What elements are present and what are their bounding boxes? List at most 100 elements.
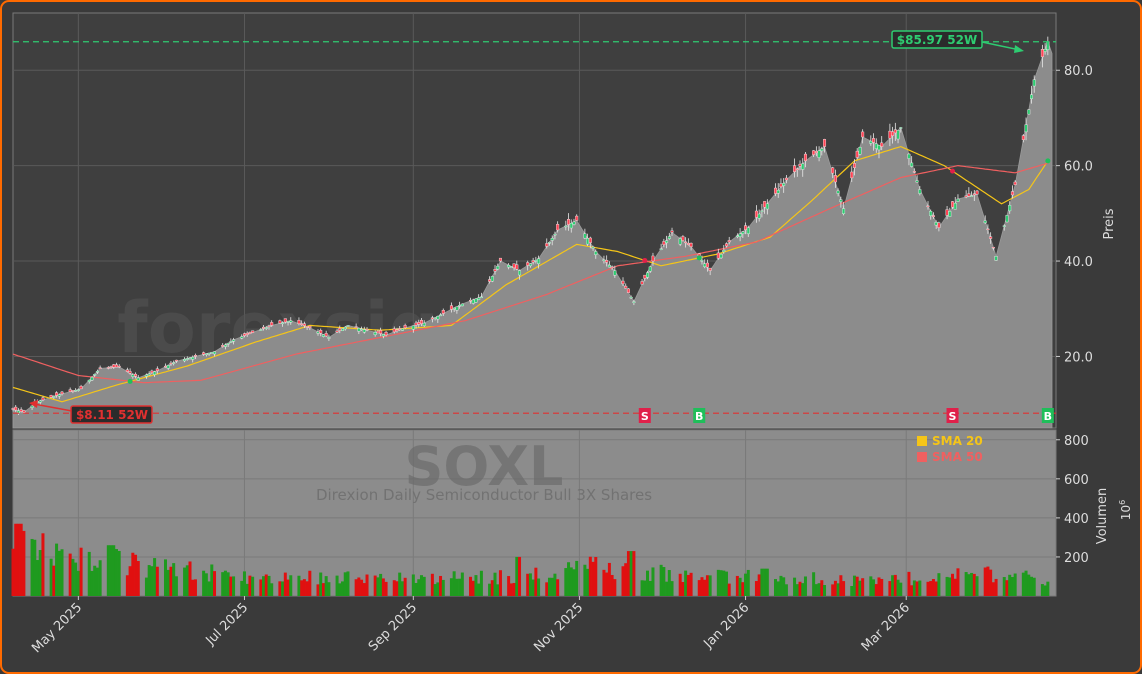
candle-body — [68, 389, 72, 392]
volume-bar — [626, 551, 630, 596]
candle-body — [850, 171, 854, 179]
volume-bar — [586, 568, 590, 596]
volume-bar — [33, 539, 37, 596]
volume-bar — [912, 580, 916, 596]
volume-bar — [662, 567, 666, 596]
volume-bar — [479, 570, 483, 596]
signals: BSBSB — [124, 158, 1054, 423]
candle-body — [221, 345, 225, 347]
candle-body — [360, 328, 364, 331]
candle-body — [57, 394, 61, 397]
candle-body — [136, 377, 140, 381]
candle-body — [583, 233, 587, 239]
candle-body — [74, 390, 78, 392]
candle-body — [929, 211, 933, 216]
candle-body — [357, 327, 361, 332]
candle-body — [670, 230, 674, 233]
volume-bar — [308, 570, 312, 596]
candle-body — [90, 376, 94, 381]
volume-bar — [188, 561, 192, 596]
signal-label: S — [949, 410, 957, 423]
volume-bar — [531, 579, 535, 596]
volume-bar — [57, 550, 61, 596]
xtick-label: Nov 2025 — [531, 600, 586, 655]
candle-body — [114, 364, 118, 368]
candle-body — [989, 236, 993, 239]
volume-bar — [572, 569, 576, 596]
candle-body — [193, 355, 197, 357]
candle-body — [842, 208, 846, 215]
volume-bar — [38, 550, 42, 596]
candle-body — [321, 334, 325, 337]
candle-body — [531, 260, 535, 263]
volume-bar — [213, 571, 217, 596]
candle-body — [455, 306, 459, 311]
candle-body — [324, 333, 328, 337]
volume-bar — [814, 584, 818, 596]
candle-body — [812, 150, 816, 155]
candle-body — [945, 209, 949, 216]
volume-bar — [98, 560, 102, 596]
candle-body — [278, 320, 282, 324]
volume-bar — [469, 576, 473, 596]
candle-body — [738, 233, 742, 237]
volume-bar — [629, 551, 633, 596]
candle-body — [951, 201, 955, 208]
low-52w-marker: $8.11 52W — [29, 400, 153, 424]
volume-bar — [1013, 573, 1017, 596]
candle-body — [373, 332, 377, 336]
candle-body — [588, 237, 592, 243]
volume-bar — [820, 580, 824, 596]
volume-bar — [956, 568, 960, 596]
volume-bar — [267, 575, 271, 596]
volume-bar — [106, 545, 110, 596]
candle-body — [801, 163, 805, 170]
volume-bar — [109, 545, 113, 596]
volume-bar — [30, 538, 34, 596]
candle-body — [338, 328, 342, 331]
volume-bar — [379, 573, 383, 596]
volume-bar — [774, 579, 778, 596]
candle-body — [684, 241, 688, 244]
volume-bar — [19, 523, 23, 596]
volume-bar — [678, 573, 682, 596]
volume-bar — [893, 574, 897, 596]
volume-bar — [534, 567, 538, 596]
candle-body — [899, 127, 903, 129]
candle-body — [975, 190, 979, 195]
volume-bar — [776, 581, 780, 596]
volume-bar — [703, 579, 707, 596]
volume-bar — [746, 569, 750, 596]
candle-body — [300, 323, 304, 325]
high-52w-marker: $85.97 52W — [891, 30, 1024, 53]
candle-body — [686, 242, 690, 245]
volume-bar — [937, 573, 941, 596]
volume-bar — [281, 581, 285, 596]
volume-bar — [398, 572, 402, 596]
candle-body — [956, 198, 960, 202]
signal-dot — [950, 168, 956, 174]
volume-bar — [283, 572, 287, 596]
volume-bar — [210, 564, 214, 596]
low-52w-label: $8.11 52W — [76, 408, 148, 422]
candle-body — [763, 201, 767, 208]
low-52w-arrowhead — [29, 400, 38, 408]
volume-bar — [667, 570, 671, 596]
candle-body — [286, 321, 290, 323]
candle-body — [493, 269, 497, 272]
candle-body — [586, 238, 590, 245]
candle-body — [907, 153, 911, 159]
candle-body — [297, 320, 301, 324]
volume-bar — [1029, 576, 1033, 596]
volume-bar — [251, 576, 255, 596]
volume-bar — [245, 583, 249, 596]
volume-bar — [365, 574, 369, 596]
candle-body — [872, 138, 876, 143]
candle-body — [667, 236, 671, 239]
volume-bar — [460, 572, 464, 596]
volume-bar — [496, 584, 500, 596]
candle-body — [422, 322, 426, 326]
candle-body — [1029, 94, 1033, 100]
candle-body — [640, 281, 644, 285]
signal-badge — [638, 408, 651, 423]
